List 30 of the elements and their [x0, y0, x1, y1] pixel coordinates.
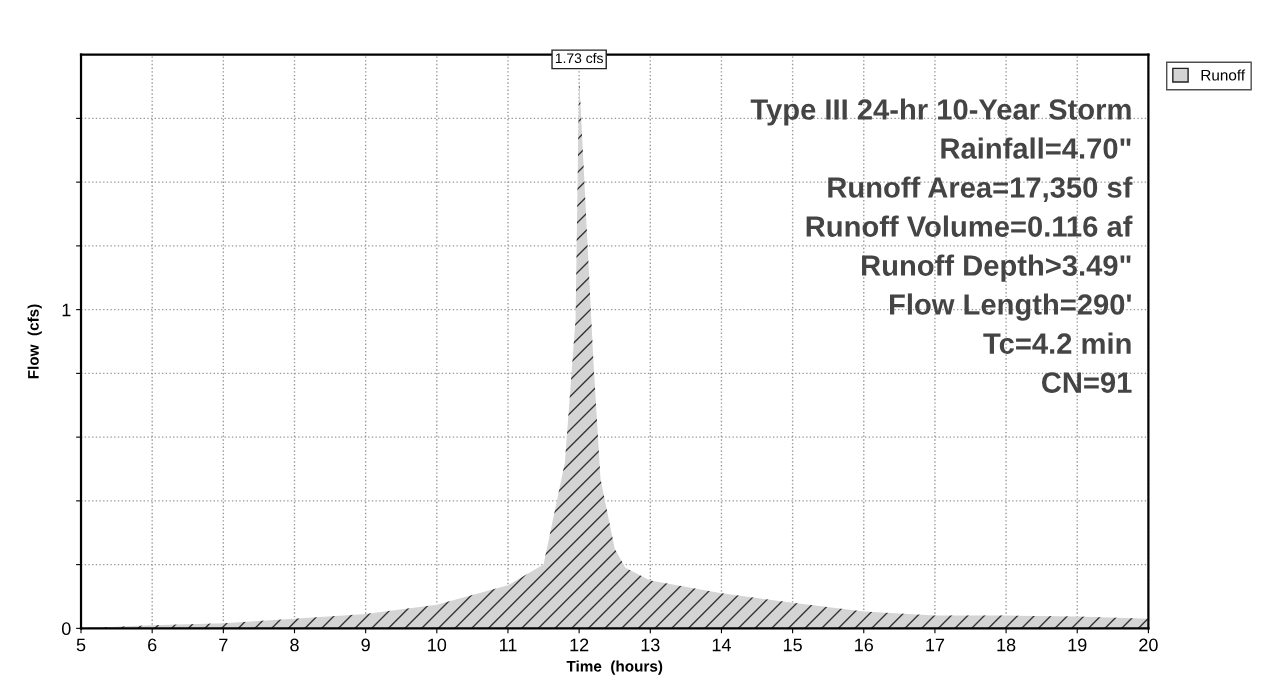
x-tick-label: 13	[641, 638, 660, 652]
annotation: Type III 24-hr 10-Year Storm	[750, 98, 1131, 126]
x-tick-label: 15	[783, 638, 802, 652]
x-tick-label: 16	[855, 638, 874, 652]
x-tick-label: 6	[148, 638, 157, 652]
x-tick-label: 19	[1068, 638, 1087, 652]
x-tick-label: 20	[1139, 638, 1158, 652]
x-tick-label: 7	[219, 638, 228, 652]
annotation: Runoff Volume=0.116 af	[806, 215, 1133, 237]
annotation: Flow Length=290'	[890, 293, 1131, 321]
annotation: Runoff Depth>3.49"	[862, 254, 1131, 282]
x-tick-label: 12	[570, 638, 589, 652]
annotation: 1.73 cfs	[555, 52, 603, 64]
x-tick-label: 14	[712, 638, 731, 652]
x-tick-label: 18	[997, 638, 1016, 652]
x-tick-label: 5	[76, 638, 86, 652]
annotation: Rainfall=4.70"	[941, 137, 1131, 159]
x-tick-label: 17	[926, 638, 945, 652]
y-tick-label: 0	[61, 622, 71, 636]
legend-label: Runoff	[1201, 69, 1246, 81]
x-tick-label: 9	[361, 638, 370, 652]
x-tick-label: 8	[290, 638, 299, 652]
y-axis-title: Flow (cfs)	[27, 304, 42, 379]
x-tick-label: 10	[428, 638, 447, 652]
annotation: Tc=4.2 min	[983, 332, 1131, 354]
y-tick-label: 1	[62, 303, 71, 317]
annotation: Runoff Area=17,350 sf	[828, 176, 1133, 203]
x-axis-title: Time (hours)	[566, 660, 663, 675]
annotation: CN=91	[1041, 372, 1132, 393]
x-tick-label: 11	[499, 638, 517, 652]
